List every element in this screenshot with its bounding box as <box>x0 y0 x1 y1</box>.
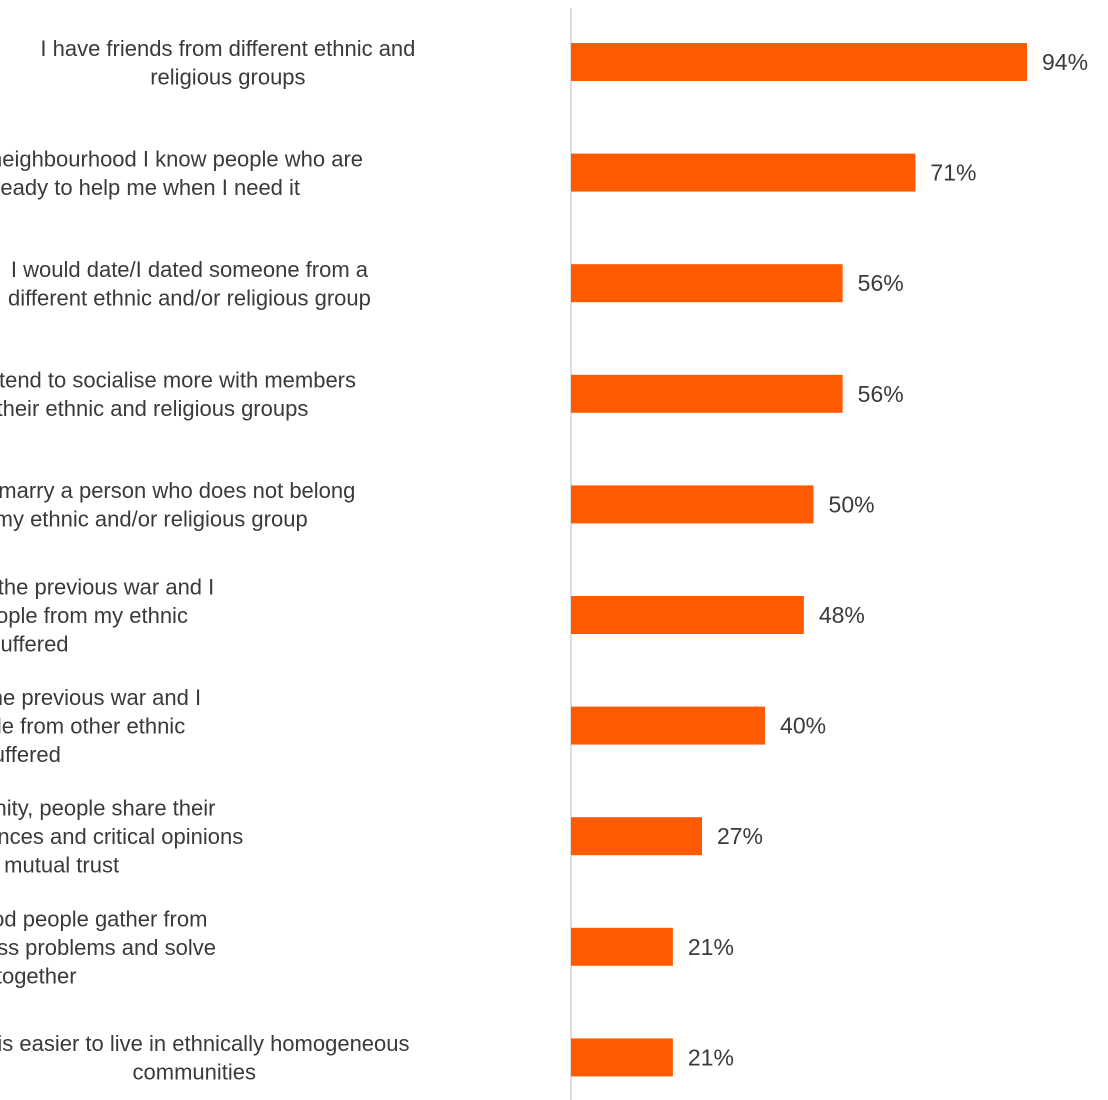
bars <box>571 43 1027 1077</box>
category-label-line: groups suffered <box>0 742 61 767</box>
bar <box>571 927 673 966</box>
value-label: 56% <box>858 381 904 407</box>
value-label: 27% <box>717 823 763 849</box>
category-label: People tend to socialise more with membe… <box>0 368 356 422</box>
category-label-line: personal experiences and critical opinio… <box>0 824 243 849</box>
category-label-line: In my neighbourhood I know people who ar… <box>0 146 363 171</box>
bar <box>571 374 843 413</box>
bar <box>571 706 766 745</box>
category-label-line: them together <box>0 963 77 988</box>
category-label: My parents talk about the previous war a… <box>0 685 201 767</box>
value-label: 21% <box>688 934 734 960</box>
category-label-line: My parents talk about the previous war a… <box>0 575 214 600</box>
category-label-line: religious groups <box>150 64 305 89</box>
category-label: I would date/I dated someone from a diffe… <box>8 257 371 311</box>
category-label-line: group suffered <box>0 632 69 657</box>
category-label-line: In my community, people share their <box>0 796 215 821</box>
category-label: In my neighbourhood I know people who ar… <box>0 146 363 200</box>
bar <box>571 153 916 192</box>
category-label-line: different ethnic and/or religious group <box>8 285 371 310</box>
value-label: 50% <box>829 491 875 517</box>
bar <box>571 485 814 524</box>
bar <box>571 1038 673 1077</box>
category-label: My parents talk about the previous war a… <box>0 575 214 657</box>
bar <box>571 264 843 303</box>
value-label: 40% <box>780 713 826 739</box>
category-label-line: communities <box>133 1060 256 1085</box>
category-label: In my neighbourhood people gather from ti… <box>0 906 216 988</box>
category-label-line: It is easier to live in ethnically homog… <box>0 1031 410 1056</box>
bar <box>571 43 1027 81</box>
value-label: 56% <box>858 270 904 296</box>
category-label: I have friends from different ethnic and… <box>40 36 415 90</box>
category-label-line: I would date/I dated someone from a <box>11 257 369 282</box>
category-label-line: know how much people from my ethnic <box>0 603 188 628</box>
category-label-line: I have friends from different ethnic and <box>40 36 415 61</box>
category-label: I would marry a person who does not belo… <box>0 478 355 532</box>
category-label-line: know how much people from other ethnic <box>0 714 185 739</box>
bar <box>571 596 804 634</box>
value-label: 21% <box>688 1044 734 1070</box>
category-label: It is easier to live in ethnically homog… <box>0 1031 410 1085</box>
category-label-line: My parents talk about the previous war a… <box>0 685 201 710</box>
value-label: 94% <box>1042 49 1088 75</box>
category-label: In my community, people share their perso… <box>0 796 243 878</box>
category-label-line: with mutual trust <box>0 853 119 878</box>
category-label-line: time to time to discuss problems and sol… <box>0 935 216 960</box>
category-labels: I have friends from different ethnic and… <box>0 36 415 1085</box>
value-label: 71% <box>930 160 976 186</box>
category-label-line: to my ethnic and/or religious group <box>0 507 308 532</box>
bar <box>571 817 702 856</box>
category-label-line: People tend to socialise more with membe… <box>0 368 356 393</box>
category-label-line: of their ethnic and religious groups <box>0 396 308 421</box>
category-label-line: ready to help me when I need it <box>0 175 300 200</box>
value-label: 48% <box>819 602 865 628</box>
category-label-line: I would marry a person who does not belo… <box>0 478 355 503</box>
category-label-line: In my neighbourhood people gather from <box>0 906 207 931</box>
value-labels: 94% 71% 56% 56% 50% 48% 40% 27% 21% 21% <box>688 49 1088 1070</box>
